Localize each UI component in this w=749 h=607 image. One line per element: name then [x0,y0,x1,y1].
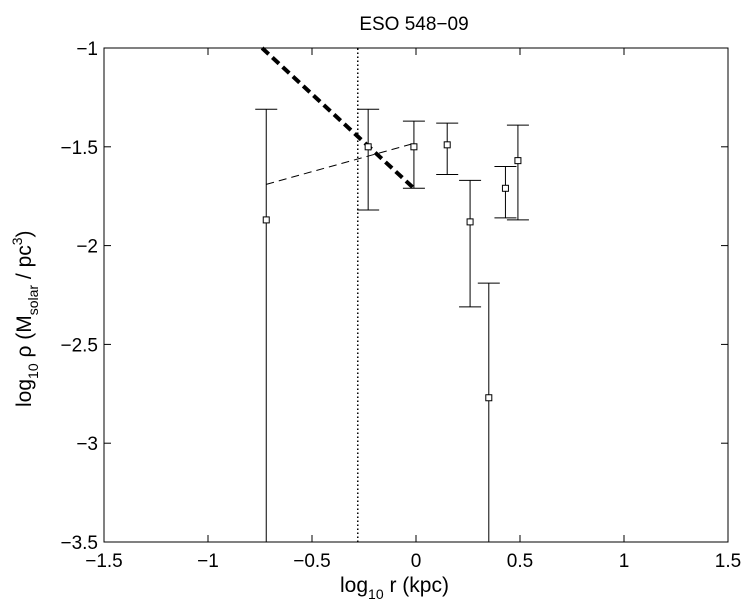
y-tick-label: −2.5 [60,335,98,356]
x-tick-label: 1 [619,551,630,572]
y-tick-label: −1.5 [60,138,98,159]
data-point-group [494,166,517,219]
data-point-marker [485,394,493,402]
x-tick-labels: −1.5 −1 −0.5 0 0.5 1 1.5 [85,551,741,572]
x-axis-label: log10 r (kpc) [340,574,449,602]
data-point-group [357,108,380,211]
data-point-marker [443,141,451,149]
x-axis-label-rest: r (kpc) [384,574,449,597]
data-series [255,46,529,542]
data-point-marker [364,143,372,151]
model-fit-thick-dashed-line [260,46,418,192]
x-tick-label: −0.5 [293,551,331,572]
y-axis-label-mid2: / pc [13,245,36,285]
y-tick-label: −1 [76,39,98,60]
data-point-group [506,124,529,221]
data-point-group [477,282,500,542]
x-tick-label: 0 [411,551,422,572]
y-axis-label-sub: 10 [25,363,41,379]
data-point-group [436,122,459,175]
y-axis-label: log10 ρ (Msolar / pc3) [9,230,41,407]
x-tick-label: 0.5 [507,551,533,572]
plot-area [103,47,729,543]
data-point-marker [466,218,474,226]
y-tick-label: −3 [76,434,98,455]
data-point-marker [514,157,522,165]
y-axis-label-main: log [13,379,36,407]
y-axis-label-sub2: solar [25,285,41,316]
x-tick-label: −1.5 [85,551,123,572]
data-point-group [255,108,278,542]
x-tick-label: −1 [197,551,219,572]
y-axis-label-mid: ρ (M [13,315,36,363]
chart-title: ESO 548−09 [359,14,468,35]
x-axis-label-main: log [340,574,368,597]
data-point-group [402,120,425,189]
data-point-marker [410,143,418,151]
y-axis-label-end: ) [13,230,36,237]
y-axis-label-sup: 3 [9,237,25,245]
axis-ticks [103,47,729,543]
data-point-marker [501,184,509,192]
y-tick-label: −2 [76,237,98,258]
x-axis-label-sub: 10 [368,586,384,602]
data-point-marker [262,216,270,224]
data-point-group [459,179,482,308]
y-tick-label: −3.5 [60,533,98,554]
x-tick-label: 1.5 [715,551,741,572]
y-tick-labels: −3.5 −3 −2.5 −2 −1.5 −1 [60,39,98,554]
